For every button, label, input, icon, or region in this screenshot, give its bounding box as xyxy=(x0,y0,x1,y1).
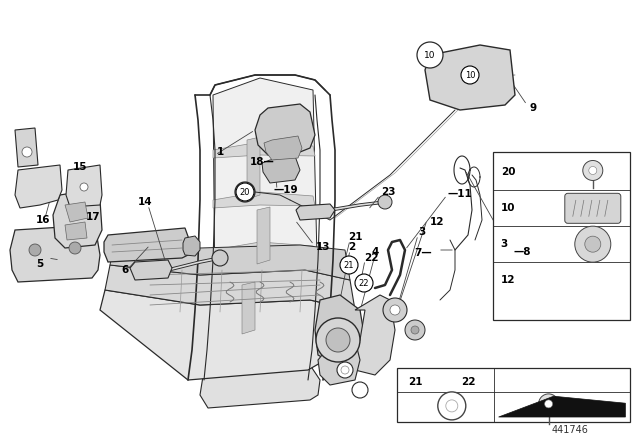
Circle shape xyxy=(405,320,425,340)
Polygon shape xyxy=(213,292,315,308)
Circle shape xyxy=(585,236,601,252)
Polygon shape xyxy=(499,396,625,417)
Circle shape xyxy=(417,42,443,68)
Polygon shape xyxy=(213,142,315,158)
Polygon shape xyxy=(105,265,355,310)
Polygon shape xyxy=(213,242,315,258)
Circle shape xyxy=(575,226,611,262)
Text: —19: —19 xyxy=(273,185,298,195)
Text: 20: 20 xyxy=(501,168,515,177)
Circle shape xyxy=(326,328,350,352)
Text: 441746: 441746 xyxy=(552,425,588,435)
Text: 23: 23 xyxy=(381,187,396,197)
Text: 9: 9 xyxy=(530,103,537,113)
Text: 6: 6 xyxy=(122,265,129,275)
Polygon shape xyxy=(15,165,62,208)
Text: 20: 20 xyxy=(240,188,250,197)
Polygon shape xyxy=(425,45,515,110)
Text: 10: 10 xyxy=(501,203,515,213)
Text: 14: 14 xyxy=(138,197,152,207)
Polygon shape xyxy=(183,236,200,256)
Circle shape xyxy=(378,195,392,209)
Text: 20: 20 xyxy=(240,188,250,197)
Circle shape xyxy=(337,362,353,378)
Circle shape xyxy=(411,326,419,334)
Polygon shape xyxy=(264,136,302,160)
Text: 3: 3 xyxy=(501,239,508,249)
FancyBboxPatch shape xyxy=(397,368,630,422)
Text: 13: 13 xyxy=(316,242,330,252)
Circle shape xyxy=(438,392,466,420)
Text: 12: 12 xyxy=(430,217,445,227)
Circle shape xyxy=(316,318,360,362)
FancyBboxPatch shape xyxy=(564,194,621,223)
Circle shape xyxy=(383,298,407,322)
Polygon shape xyxy=(213,332,315,348)
Circle shape xyxy=(545,400,552,408)
Circle shape xyxy=(236,183,254,201)
Circle shape xyxy=(589,167,596,174)
Text: 2: 2 xyxy=(348,242,355,252)
Circle shape xyxy=(390,305,400,315)
Polygon shape xyxy=(65,222,87,240)
Polygon shape xyxy=(130,260,172,280)
Polygon shape xyxy=(65,202,88,222)
Text: —8: —8 xyxy=(513,247,531,257)
Text: 22: 22 xyxy=(364,253,378,263)
Circle shape xyxy=(446,400,458,412)
Polygon shape xyxy=(262,156,300,183)
Text: 15: 15 xyxy=(73,162,87,172)
FancyBboxPatch shape xyxy=(493,152,630,320)
Polygon shape xyxy=(242,282,255,334)
Text: 4: 4 xyxy=(372,247,380,257)
Polygon shape xyxy=(15,128,38,167)
Circle shape xyxy=(22,147,32,157)
Circle shape xyxy=(80,183,88,191)
Polygon shape xyxy=(296,204,335,220)
Polygon shape xyxy=(318,340,360,385)
Text: 12: 12 xyxy=(501,275,515,285)
Text: 22: 22 xyxy=(359,279,369,288)
Polygon shape xyxy=(110,245,350,280)
Polygon shape xyxy=(208,78,318,385)
Circle shape xyxy=(583,160,603,181)
Text: 16: 16 xyxy=(36,215,51,225)
Circle shape xyxy=(29,244,41,256)
Text: 21: 21 xyxy=(408,377,423,387)
Circle shape xyxy=(341,366,349,374)
Circle shape xyxy=(461,66,479,84)
Text: 7—: 7— xyxy=(414,248,432,258)
Polygon shape xyxy=(257,207,270,264)
Text: 17: 17 xyxy=(86,212,100,222)
Text: 1: 1 xyxy=(217,147,224,157)
Circle shape xyxy=(212,250,228,266)
Text: —11: —11 xyxy=(448,189,473,199)
Text: 5: 5 xyxy=(36,259,44,269)
Polygon shape xyxy=(255,104,315,155)
Polygon shape xyxy=(200,362,320,408)
Circle shape xyxy=(69,242,81,254)
Text: 3: 3 xyxy=(418,227,425,237)
Circle shape xyxy=(340,256,358,274)
Circle shape xyxy=(235,182,255,202)
Text: 21: 21 xyxy=(344,260,355,270)
Text: 18—: 18— xyxy=(250,157,275,167)
Polygon shape xyxy=(100,290,360,380)
Polygon shape xyxy=(213,192,315,208)
Text: 10: 10 xyxy=(424,51,436,60)
Text: 22: 22 xyxy=(461,377,476,387)
Text: 10: 10 xyxy=(465,70,476,79)
Polygon shape xyxy=(247,137,260,199)
Polygon shape xyxy=(350,295,395,375)
Circle shape xyxy=(539,394,559,414)
Polygon shape xyxy=(66,165,102,207)
Polygon shape xyxy=(10,225,100,282)
Polygon shape xyxy=(53,190,102,248)
Polygon shape xyxy=(315,295,365,365)
Polygon shape xyxy=(104,228,190,262)
Circle shape xyxy=(352,382,368,398)
Text: 21: 21 xyxy=(348,232,362,242)
Circle shape xyxy=(355,274,373,292)
